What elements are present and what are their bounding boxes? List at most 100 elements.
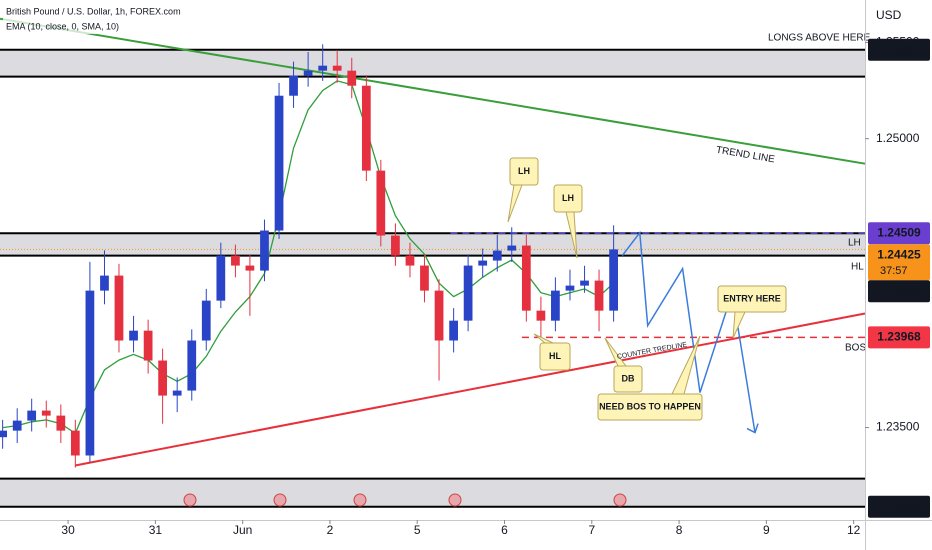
x-tick-label: Jun [233, 523, 252, 537]
candle-body [303, 70, 313, 76]
price-tag [868, 280, 930, 303]
candle-body [391, 235, 400, 256]
candle-body [478, 260, 488, 266]
chart-title: British Pound / U.S. Dollar, 1h, FOREX.c… [6, 6, 181, 16]
callout-box [597, 393, 703, 421]
callout-text: HL [549, 351, 561, 361]
trend-line [0, 17, 866, 165]
candle-body [463, 265, 473, 321]
candle-body [580, 280, 589, 286]
candle-body [41, 410, 51, 416]
candle-body [361, 85, 371, 171]
candle-body [100, 275, 109, 291]
candle-body [536, 310, 546, 321]
legend-backdrop [3, 4, 223, 34]
y-tick-label: 1.23500 [876, 420, 920, 434]
zone [0, 233, 865, 256]
event-icon[interactable] [448, 493, 462, 507]
price-tag-label: 1.24425 [877, 247, 921, 261]
candle-body [420, 265, 429, 291]
candle-body [27, 410, 37, 421]
annotation: LONGS ABOVE HERE [768, 33, 871, 44]
event-icon[interactable] [613, 493, 627, 507]
candle-body [0, 430, 7, 438]
x-tick-label: 6 [501, 523, 508, 537]
callout-box [539, 342, 571, 371]
candle-body [143, 330, 153, 361]
price-tag [868, 244, 930, 281]
candle-body [114, 275, 124, 341]
candle-body [551, 290, 560, 321]
candle-body [201, 300, 211, 341]
candle-body [507, 245, 517, 251]
price-tag-label: 1.25462 [877, 42, 921, 56]
candle-body [129, 330, 138, 341]
level-label: LH [848, 238, 861, 249]
callout-box [717, 285, 787, 313]
candle-body [289, 75, 298, 96]
indicator-label: EMA (10, close, 0, SMA, 10) [6, 21, 119, 31]
candle-body [405, 255, 415, 266]
candle-body [565, 285, 575, 291]
price-tag [868, 495, 930, 518]
y-axis-label: USD [876, 8, 902, 22]
candle-body [231, 255, 240, 266]
x-tick-label: 5 [414, 523, 421, 537]
candle-body [449, 320, 458, 341]
candle-body [187, 340, 197, 391]
x-tick-label: 7 [588, 523, 595, 537]
x-tick-label: 31 [149, 523, 163, 537]
level-label: BOS [845, 343, 866, 354]
x-tick-label: 30 [61, 523, 75, 537]
event-icon[interactable] [353, 493, 367, 507]
candle-body [172, 390, 182, 396]
price-tag-label: 1.24393 [877, 283, 921, 297]
price-tag [868, 222, 930, 245]
callout-text: LH [518, 166, 530, 176]
price-tag-label: 1.23089 [877, 499, 921, 513]
annotation: HL [851, 262, 864, 273]
candle-body [434, 290, 444, 341]
price-tag [868, 38, 930, 61]
candle-body [245, 265, 255, 271]
candle-body [609, 249, 618, 311]
candle-body [332, 65, 342, 71]
candle-body [260, 230, 269, 271]
price-tag-label: 1.23968 [877, 330, 921, 344]
callout-box [509, 157, 539, 186]
candle-body [274, 95, 284, 231]
candle-body [85, 290, 95, 456]
candle-body [70, 430, 80, 456]
event-icon[interactable] [183, 493, 197, 507]
trend-line [74, 312, 866, 467]
x-tick-label: 2 [327, 523, 334, 537]
callout-box [553, 184, 583, 213]
countdown: 37:57 [880, 265, 908, 277]
zone [0, 478, 865, 507]
x-tick-label: 8 [676, 523, 683, 537]
candle-body [216, 255, 226, 301]
callout-text: ENTRY HERE [723, 293, 781, 303]
callout-box [613, 365, 643, 393]
x-tick-label: 9 [763, 523, 770, 537]
candle-body [12, 420, 22, 431]
y-tick-label: 1.25000 [876, 131, 920, 145]
callout-text: LH [562, 193, 574, 203]
candle-body [594, 280, 604, 311]
price-tag [868, 326, 930, 349]
price-tag-label: 1.24509 [877, 225, 921, 239]
candle-body [376, 170, 386, 236]
candle-body [56, 415, 66, 431]
zone [0, 49, 865, 77]
candle-body [318, 65, 328, 71]
event-icon[interactable] [273, 493, 287, 507]
callout-text: NEED BOS TO HAPPEN [599, 401, 701, 411]
event-icons [183, 493, 627, 507]
candle-body [492, 250, 502, 261]
callout-text: DB [622, 373, 635, 383]
candle-body [347, 70, 357, 86]
projection-arrow [746, 423, 759, 434]
